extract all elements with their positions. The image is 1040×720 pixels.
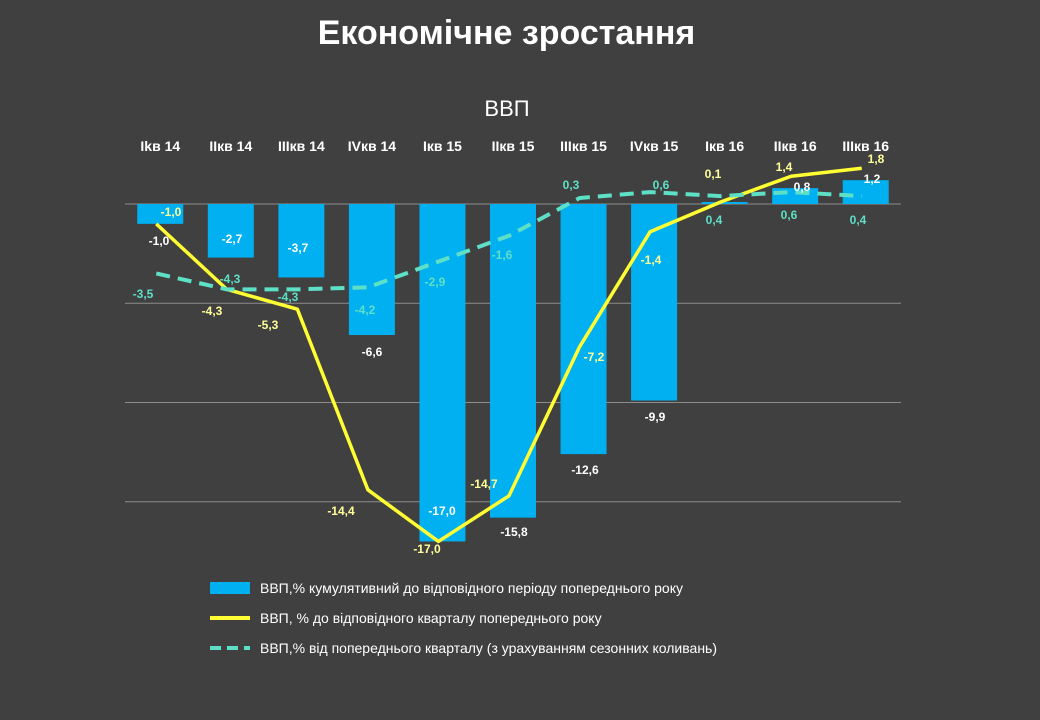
bar-data-label: -17,0 <box>428 504 456 518</box>
dashed-line-data-label: 0,4 <box>850 213 867 227</box>
bar <box>348 204 395 336</box>
bar <box>560 204 607 455</box>
bar <box>278 204 325 278</box>
bar-data-label: -9,9 <box>645 410 666 424</box>
x-tick-label: ІІІкв 16 <box>842 138 889 154</box>
bar-data-label: -12,6 <box>571 463 599 477</box>
dashed-line-data-label: 0,6 <box>781 208 798 222</box>
bar-data-label: 1,2 <box>864 172 881 186</box>
dashed-line-data-label: -4,3 <box>220 272 241 286</box>
bar <box>207 204 254 258</box>
legend-label-bar: ВВП,% кумулятивний до відповідного періо… <box>260 580 683 596</box>
line-data-label: -1,0 <box>161 205 182 219</box>
x-tick-label: ІVкв 14 <box>348 138 397 154</box>
dashed-line-data-label: -3,5 <box>133 287 154 301</box>
line-data-label: -1,4 <box>641 253 662 267</box>
line-data-label: -4,3 <box>202 304 223 318</box>
legend-swatch-dashed <box>210 646 250 650</box>
legend-item-bar: ВВП,% кумулятивний до відповідного періо… <box>210 574 717 604</box>
x-tick-label: ІІІкв 14 <box>278 138 325 154</box>
line-data-label: -7,2 <box>584 350 605 364</box>
bar <box>631 204 678 401</box>
legend: ВВП,% кумулятивний до відповідного періо… <box>210 574 717 664</box>
line-data-label: 1,8 <box>868 152 885 166</box>
line-series-yoy <box>155 166 862 544</box>
x-tick-label: Ікв 15 <box>423 138 462 154</box>
x-tick-label: ІІкв 15 <box>492 138 535 154</box>
dashed-line-data-label: -4,3 <box>278 290 299 304</box>
bar <box>490 204 536 518</box>
dashed-line-data-label: -2,9 <box>425 275 446 289</box>
legend-swatch-line <box>210 616 250 620</box>
legend-label-line: ВВП, % до відповідного кварталу попередн… <box>260 610 602 626</box>
x-tick-label: ІІкв 14 <box>209 138 252 154</box>
line-data-label: -5,3 <box>258 318 279 332</box>
legend-swatch-bar <box>210 582 250 594</box>
gdp-chart: ВВП Іkв 14 ІІкв 14 ІІІкв 14 ІVкв 14 Ікв 15 ІІк… <box>125 96 901 556</box>
x-tick-label: ІІІкв 15 <box>560 138 607 154</box>
bar-data-label: -2,7 <box>222 232 243 246</box>
line-data-label: 1,4 <box>776 160 793 174</box>
bar <box>701 202 748 204</box>
bar <box>842 180 889 204</box>
bar-data-label: -6,6 <box>362 345 383 359</box>
legend-item-line: ВВП, % до відповідного кварталу попередн… <box>210 604 717 634</box>
dashed-line-data-label: 0,6 <box>653 178 670 192</box>
bar-data-label: 0,8 <box>794 180 811 194</box>
bar-data-label: -1,0 <box>149 234 170 248</box>
dashed-line-data-label: -4,2 <box>355 303 376 317</box>
dashed-line-data-label: -1,6 <box>492 248 513 262</box>
x-tick-label: ІІкв 16 <box>774 138 817 154</box>
page-title: Економічне зростання <box>317 14 696 52</box>
line-series-qoq <box>155 190 862 292</box>
dashed-line-data-label: 0,3 <box>563 178 580 192</box>
x-tick-label: ІVкв 15 <box>630 138 679 154</box>
bar-data-label: -3,7 <box>288 241 309 255</box>
line-data-label: -17,0 <box>413 542 441 556</box>
legend-item-dashed: ВВП,% від попереднього кварталу (з ураху… <box>210 634 717 664</box>
legend-label-dashed: ВВП,% від попереднього кварталу (з ураху… <box>260 640 718 656</box>
line-data-label: -14,4 <box>327 504 355 518</box>
dashed-line-data-label: 0,4 <box>706 213 723 227</box>
line-data-label: -14,7 <box>470 477 498 491</box>
bar <box>137 204 184 224</box>
chart-subtitle: ВВП <box>484 96 529 121</box>
x-tick-label: Ікв 16 <box>705 138 744 154</box>
bar-data-label: -15,8 <box>500 525 528 539</box>
bar-data-label: 0,1 <box>705 167 722 181</box>
x-tick-label: Іkв 14 <box>140 138 180 154</box>
